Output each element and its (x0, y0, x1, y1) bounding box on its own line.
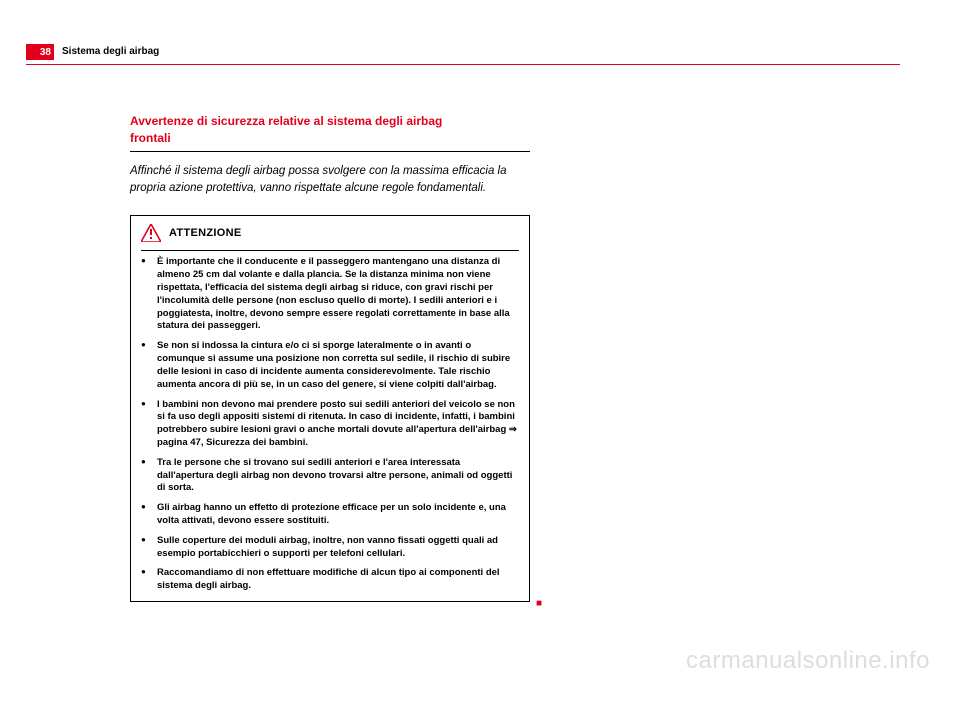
warning-bullets: È importante che il conducente e il pass… (141, 256, 519, 593)
intro-text: Affinché il sistema degli airbag possa s… (130, 163, 530, 196)
warning-bullet: I bambini non devono mai prendere posto … (141, 399, 519, 450)
warning-bullet: Tra le persone che si trovano sui sedili… (141, 457, 519, 495)
end-mark: ■ (536, 598, 542, 609)
warning-rule (141, 250, 519, 251)
watermark: carmanualsonline.info (686, 647, 930, 675)
warning-header: ATTENZIONE (141, 224, 519, 242)
warning-box: ATTENZIONE È importante che il conducent… (130, 215, 530, 602)
page-number: 38 (26, 44, 54, 60)
warning-bullet: Raccomandiamo di non effettuare modifich… (141, 567, 519, 593)
warning-bullet: Se non si indossa la cintura e/o ci si s… (141, 340, 519, 391)
warning-icon (141, 224, 161, 242)
heading-line-1: Avvertenze di sicurezza relative al sist… (130, 114, 442, 128)
warning-title: ATTENZIONE (169, 227, 241, 239)
content-column: Avvertenze di sicurezza relative al sist… (130, 113, 530, 602)
heading-line-2: frontali (130, 131, 171, 145)
warning-bullet: È importante che il conducente e il pass… (141, 256, 519, 333)
chapter-title: Sistema degli airbag (62, 46, 159, 57)
warning-bullet: Gli airbag hanno un effetto di protezion… (141, 502, 519, 528)
header-rule (26, 64, 900, 65)
warning-bullet: Sulle coperture dei moduli airbag, inolt… (141, 535, 519, 561)
section-heading: Avvertenze di sicurezza relative al sist… (130, 113, 530, 147)
heading-underline (130, 151, 530, 152)
